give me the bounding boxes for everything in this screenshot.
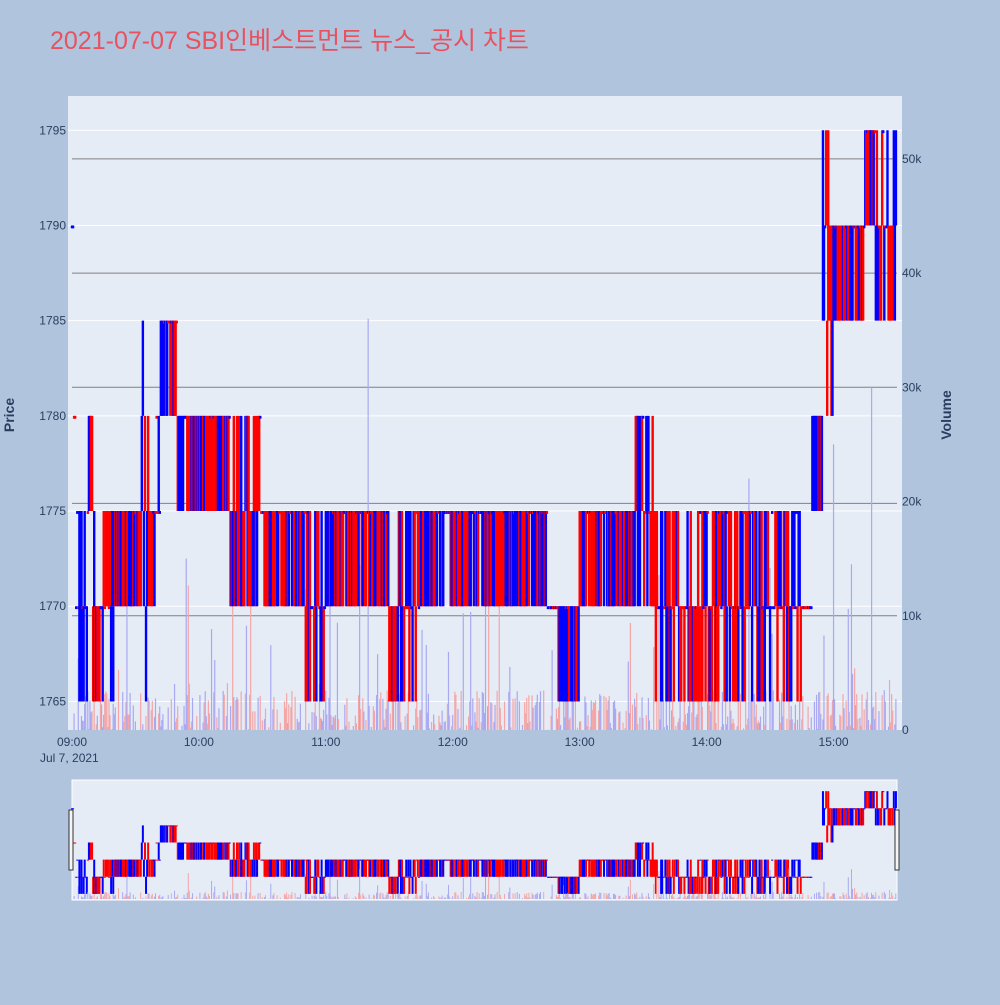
x-tick-label: 10:00 — [184, 735, 214, 749]
x-tick-label: 09:00 — [57, 735, 87, 749]
y-tick-label: 1790 — [39, 218, 66, 232]
y2-tick-label: 10k — [902, 609, 922, 623]
price-axis-ticks: 1765 1770 1775 1780 1785 1790 1795 — [39, 123, 66, 708]
volume-axis-ticks: 0 10k 20k 30k 40k 50k — [902, 152, 922, 737]
time-axis-ticks: 09:00 10:00 11:00 12:00 13:00 14:00 15:00 — [57, 735, 849, 749]
y2-tick-label: 0 — [902, 723, 909, 737]
chart-title: 2021-07-07 SBI인베스트먼트 뉴스_공시 차트 — [50, 27, 529, 55]
y-tick-label: 1795 — [39, 123, 66, 137]
range-slider[interactable] — [71, 779, 898, 901]
y2-tick-label: 30k — [902, 380, 922, 394]
x-tick-label: 12:00 — [438, 735, 468, 749]
x-tick-label: 14:00 — [692, 735, 722, 749]
volume-bars — [73, 318, 897, 730]
y2-tick-label: 20k — [902, 495, 922, 509]
price-bars — [70, 130, 898, 702]
range-slider-right-handle[interactable] — [894, 809, 900, 871]
y-tick-label: 1785 — [39, 314, 66, 328]
x-tick-label: 11:00 — [311, 735, 340, 749]
y-tick-label: 1780 — [39, 409, 66, 423]
x-tick-label: 13:00 — [565, 735, 595, 749]
x-axis-date-label: Jul 7, 2021 — [40, 751, 99, 765]
y-tick-label: 1770 — [39, 599, 66, 613]
y2-axis-title: Volume — [938, 390, 954, 440]
y-axis-title: Price — [1, 398, 17, 432]
y-tick-label: 1765 — [39, 694, 66, 708]
range-slider-left-handle[interactable] — [68, 809, 74, 871]
x-tick-label: 15:00 — [819, 735, 849, 749]
y2-tick-label: 50k — [902, 152, 922, 166]
y-tick-label: 1775 — [39, 504, 66, 518]
y2-tick-label: 40k — [902, 266, 922, 280]
